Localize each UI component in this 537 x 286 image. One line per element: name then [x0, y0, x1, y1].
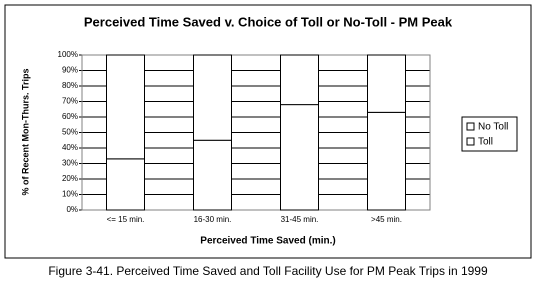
y-tick-label: 0%: [66, 205, 78, 214]
x-tick-label: 16-30 min.: [194, 215, 232, 224]
legend-swatch: [466, 122, 475, 131]
y-tick-label: 70%: [62, 97, 78, 106]
y-tick-label: 40%: [62, 143, 78, 152]
y-tick-label: 50%: [62, 128, 78, 137]
x-axis-label: Perceived Time Saved (min.): [200, 236, 335, 247]
y-tick-label: 10%: [62, 190, 78, 199]
caption: Figure 3-41. Perceived Time Saved and To…: [48, 264, 488, 278]
legend-label: Toll: [478, 137, 493, 148]
bar-segment: [367, 54, 406, 113]
bar-segment: [367, 111, 406, 211]
bar-segment: [106, 158, 145, 211]
legend-label: No Toll: [478, 122, 508, 133]
y-tick-label: 60%: [62, 112, 78, 121]
y-tick-label: 20%: [62, 174, 78, 183]
plot-frame: [81, 54, 431, 211]
chart-frame: [4, 4, 532, 259]
x-tick-label: <= 15 min.: [107, 215, 145, 224]
y-axis-label: % of Recent Mon-Thurs. Trips: [20, 68, 30, 195]
y-tick-label: 90%: [62, 66, 78, 75]
y-tick-label: 100%: [58, 50, 78, 59]
bar-segment: [193, 54, 232, 141]
y-tick-label: 80%: [62, 81, 78, 90]
x-tick-label: >45 min.: [371, 215, 402, 224]
bar-segment: [106, 54, 145, 160]
chart-title: Perceived Time Saved v. Choice of Toll o…: [84, 14, 453, 29]
bar-segment: [280, 54, 319, 106]
legend-swatch: [466, 137, 475, 146]
bar-segment: [280, 104, 319, 211]
x-tick-label: 31-45 min.: [281, 215, 319, 224]
bar-segment: [193, 139, 232, 211]
y-tick-label: 30%: [62, 159, 78, 168]
